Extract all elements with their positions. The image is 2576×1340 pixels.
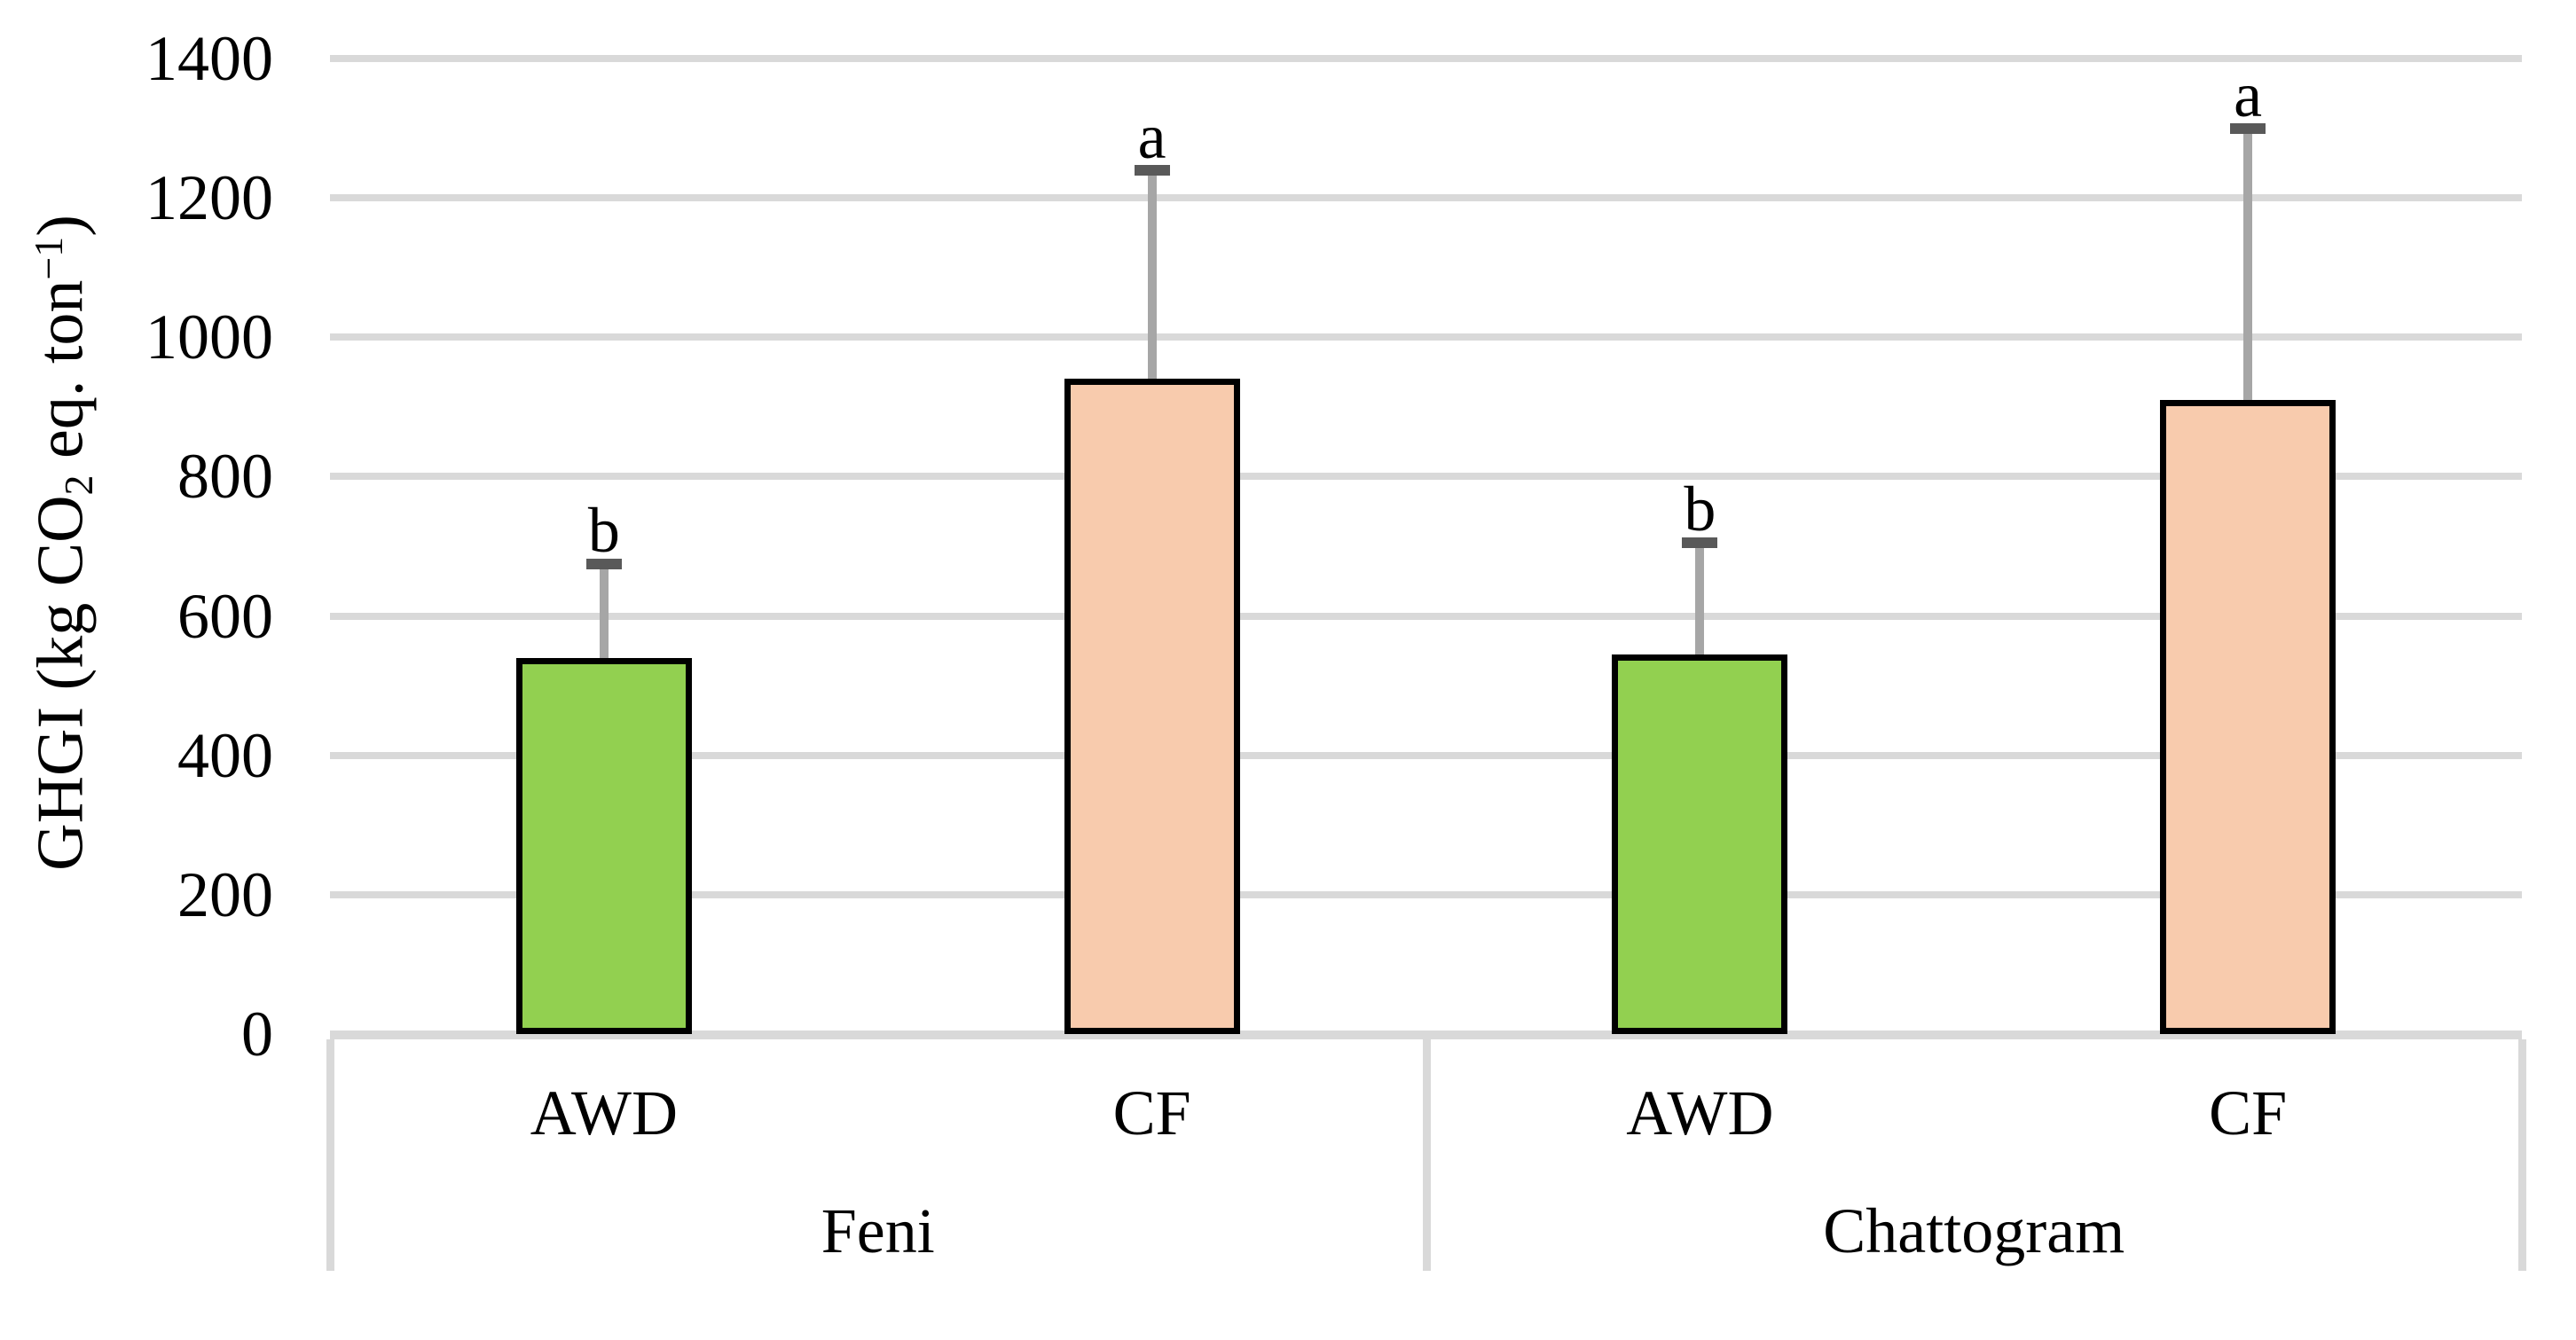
y-axis-title-superscript: −1 (25, 236, 71, 280)
axis-table-border-2 (2518, 1039, 2526, 1271)
y-tick-label-200: 200 (177, 858, 273, 930)
y-tick-label-400: 400 (177, 719, 273, 791)
sig-letter-feni-cf: a (1137, 100, 1166, 172)
x-group-label-feni: Feni (821, 1195, 935, 1266)
error-bar-chattogram-awd (1695, 543, 1705, 654)
gridline-800 (330, 473, 2522, 481)
bar-feni-cf (1064, 379, 1240, 1034)
gridline-1200 (330, 194, 2522, 202)
bar-feni-awd (515, 657, 692, 1034)
error-cap-feni-awd (585, 558, 622, 569)
error-cap-chattogram-cf (2230, 122, 2266, 134)
error-bar-chattogram-cf (2243, 128, 2253, 400)
error-cap-chattogram-awd (1682, 537, 1718, 549)
axis-table-border-1 (1422, 1039, 1431, 1271)
error-bar-feni-cf (1147, 169, 1157, 380)
y-tick-label-600: 600 (177, 580, 273, 652)
gridline-1000 (330, 333, 2522, 341)
gridline-400 (330, 751, 2522, 759)
x-group-label-chattogram: Chattogram (1823, 1195, 2125, 1266)
gridline-1400 (330, 55, 2522, 62)
y-tick-label-1000: 1000 (145, 302, 273, 373)
x-category-label-feni-awd: AWD (530, 1077, 678, 1148)
plot-area (330, 55, 2522, 1034)
sig-letter-chattogram-cf: a (2234, 59, 2263, 130)
y-tick-label-0: 0 (241, 999, 273, 1070)
y-axis-title-text: GHGI (kg CO (24, 495, 98, 871)
axis-table-border-0 (326, 1039, 334, 1271)
x-category-label-feni-cf: CF (1112, 1077, 1191, 1148)
error-cap-feni-cf (1134, 164, 1170, 176)
y-tick-label-1200: 1200 (145, 162, 273, 234)
error-bar-feni-awd (599, 563, 609, 658)
x-axis-line (330, 1030, 2522, 1039)
y-tick-label-800: 800 (177, 441, 273, 513)
gridline-600 (330, 612, 2522, 620)
sig-letter-feni-awd: b (587, 494, 620, 566)
sig-letter-chattogram-awd: b (1684, 474, 1716, 545)
bar-chattogram-awd (1612, 654, 1788, 1034)
bar-chattogram-cf (2160, 400, 2336, 1034)
x-category-label-chattogram-cf: CF (2209, 1077, 2288, 1148)
x-category-label-chattogram-awd: AWD (1626, 1077, 1774, 1148)
gridline-200 (330, 890, 2522, 898)
y-tick-label-1400: 1400 (145, 23, 273, 94)
